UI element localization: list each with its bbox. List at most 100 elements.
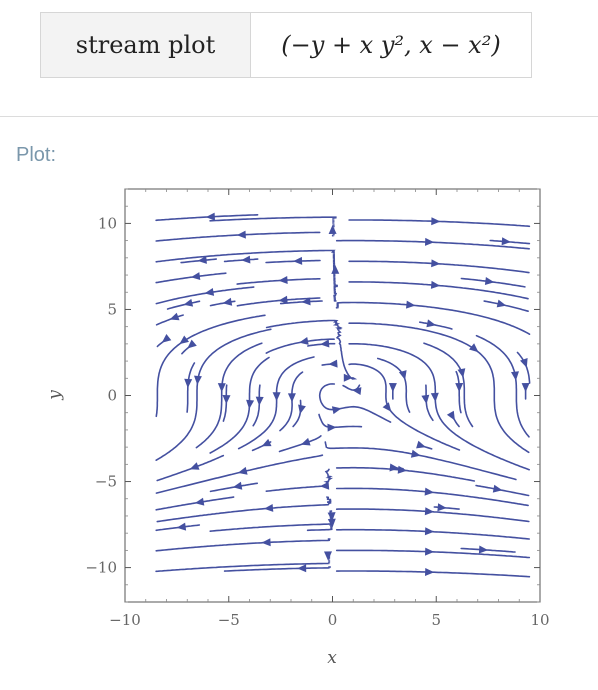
stream-arrowhead xyxy=(232,481,243,490)
stream-lines xyxy=(155,212,531,578)
stream-arrowhead xyxy=(496,299,507,308)
stream-line xyxy=(156,496,332,523)
stream-arrowhead xyxy=(426,319,436,328)
stream-arrowhead xyxy=(241,255,251,264)
stream-line xyxy=(156,454,225,482)
stream-arrowhead xyxy=(478,545,489,554)
stream-line xyxy=(335,508,530,523)
input-label: stream plot xyxy=(41,13,251,77)
stream-arrowhead xyxy=(431,217,441,226)
stream-arrowhead xyxy=(176,522,187,531)
stream-arrowhead xyxy=(324,551,332,561)
stream-arrowhead xyxy=(222,297,233,306)
stream-line xyxy=(348,281,529,300)
stream-line xyxy=(186,362,196,413)
stream-arrowhead xyxy=(421,394,430,405)
stream-line xyxy=(252,384,261,427)
x-tick-label: −10 xyxy=(109,611,141,629)
stream-arrowhead xyxy=(431,259,441,268)
stream-arrowhead xyxy=(492,484,503,493)
y-tick-label: −10 xyxy=(85,559,117,577)
stream-arrowhead xyxy=(236,230,246,239)
stream-arrowhead xyxy=(430,392,439,402)
stream-line xyxy=(460,277,526,288)
stream-line xyxy=(265,319,358,380)
stream-arrowhead xyxy=(205,212,215,221)
stream-arrowhead xyxy=(430,280,441,289)
stream-arrowhead xyxy=(501,237,511,246)
stream-arrowhead xyxy=(299,337,309,345)
stream-line xyxy=(209,510,333,532)
stream-arrowhead xyxy=(272,392,281,402)
stream-line xyxy=(166,300,201,310)
stream-line xyxy=(155,231,321,242)
stream-arrowhead xyxy=(194,497,205,506)
stream-arrowhead xyxy=(197,256,207,264)
stream-line xyxy=(335,466,476,482)
stream-line xyxy=(483,300,529,312)
stream-line xyxy=(265,259,321,264)
stream-arrowhead xyxy=(520,358,528,368)
stream-line xyxy=(223,566,332,572)
stream-arrowhead xyxy=(204,288,215,296)
stream-arrowhead xyxy=(298,404,306,415)
stream-arrowhead xyxy=(184,378,193,388)
stream-arrowhead xyxy=(389,463,399,472)
y-tick-label: −5 xyxy=(95,473,117,491)
stream-arrowhead xyxy=(511,371,519,381)
stream-arrowhead xyxy=(484,277,495,285)
stream-arrowhead xyxy=(293,256,303,265)
stream-line xyxy=(423,342,474,428)
stream-line xyxy=(475,334,530,438)
stream-arrowhead xyxy=(425,547,435,556)
input-interpretation: stream plot (−y + x y², x − x²) xyxy=(40,12,532,78)
stream-line xyxy=(335,528,530,540)
stream-arrowhead xyxy=(297,564,307,573)
stream-line xyxy=(155,496,235,511)
stream-arrowhead xyxy=(261,538,271,547)
stream-line xyxy=(155,272,227,284)
x-tick-label: 10 xyxy=(530,611,549,629)
stream-line xyxy=(318,413,363,429)
stream-arrowhead xyxy=(352,387,362,395)
stream-arrowhead xyxy=(300,437,311,446)
x-tick-label: −5 xyxy=(218,611,240,629)
stream-arrowhead xyxy=(425,237,435,246)
stream-arrowhead xyxy=(187,339,197,349)
stream-arrowhead xyxy=(169,312,180,321)
stream-line xyxy=(348,322,530,454)
stream-line xyxy=(516,351,531,384)
stream-arrowhead xyxy=(327,518,336,528)
stream-arrowhead xyxy=(457,368,466,378)
stream-arrowhead xyxy=(237,466,248,475)
stream-arrowhead xyxy=(183,298,194,307)
stream-arrowhead xyxy=(301,297,311,306)
x-axis-label: x xyxy=(327,648,337,668)
stream-arrowhead xyxy=(521,383,530,393)
stream-arrowhead xyxy=(425,568,435,576)
stream-arrowhead xyxy=(194,375,202,385)
stream-arrowhead xyxy=(287,393,296,403)
stream-line xyxy=(223,258,259,263)
stream-arrowhead xyxy=(437,503,447,512)
x-tick-label: 5 xyxy=(431,611,441,629)
stream-line xyxy=(265,468,334,492)
stream-arrowhead xyxy=(406,300,416,309)
stream-arrowhead xyxy=(278,276,288,284)
stream-line xyxy=(475,484,530,497)
stream-arrowhead xyxy=(327,423,337,432)
stream-line xyxy=(265,338,335,354)
stream-line xyxy=(306,524,333,532)
y-axis-label: y xyxy=(45,390,65,401)
stream-line xyxy=(236,278,321,285)
section-divider xyxy=(0,116,598,117)
stream-arrowhead xyxy=(222,395,231,405)
stream-line xyxy=(419,321,453,330)
input-expression: (−y + x y², x − x²) xyxy=(281,31,501,59)
stream-arrowhead xyxy=(331,406,342,415)
stream-line xyxy=(348,343,530,471)
stream-arrowhead xyxy=(424,507,435,516)
y-tick-label: 10 xyxy=(98,214,117,232)
axis-ticks: −10 −5 0 5 10 −10 −5 0 5 10 xyxy=(85,188,550,629)
